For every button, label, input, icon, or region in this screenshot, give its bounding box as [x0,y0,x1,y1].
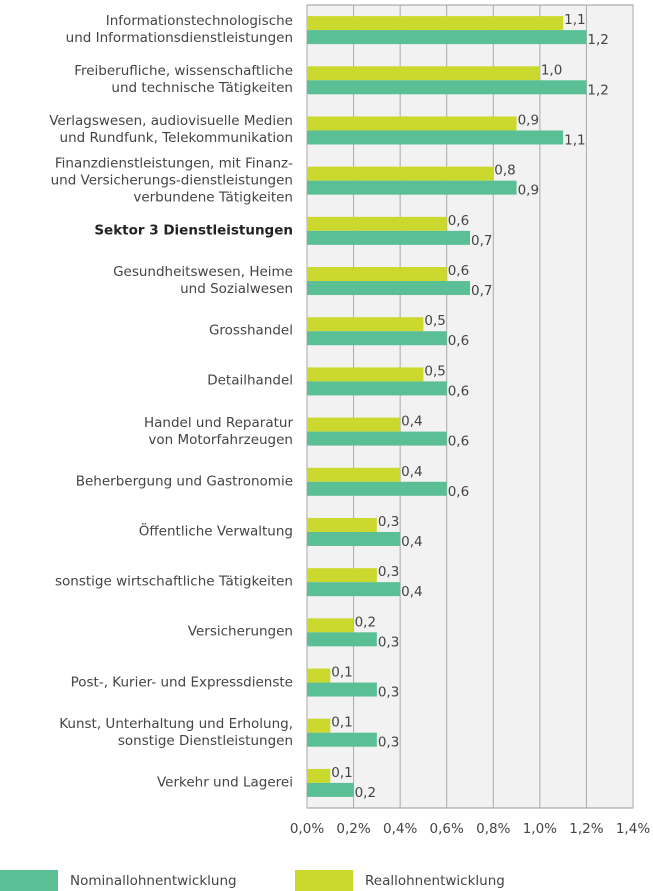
category-label: Kunst, Unterhaltung und Erholung, sonsti… [59,715,293,749]
category-label: Grosshandel [208,322,293,339]
bar [307,267,447,282]
x-tick-label: 1,0% [523,821,557,837]
bar [307,568,377,583]
category-label: Öffentliche Verwaltung [138,523,293,540]
legend-swatch [0,870,58,891]
bar [307,166,494,181]
value-label: 1,2 [587,82,608,98]
bar [307,381,447,396]
bar [307,180,517,195]
category-label: Freiberufliche, wissenschaftliche und te… [74,63,293,97]
category-label: Detailhandel [207,372,293,389]
legend-label: Reallohnentwicklung [365,873,505,889]
value-label: 0,6 [448,434,469,450]
x-tick-label: 0,4% [383,821,417,837]
bar [307,632,377,647]
value-label: 0,3 [378,735,399,751]
bar [307,367,424,382]
bar [307,281,470,296]
value-label: 0,1 [331,765,352,781]
x-tick-label: 1,2% [569,821,603,837]
bar [307,30,587,45]
value-label: 0,9 [518,183,539,199]
category-label: Finanzdienstleistungen, mit Finanz- und … [50,155,293,206]
bar [307,16,564,31]
category-label: Beherbergung und Gastronomie [75,473,293,490]
legend-swatch [295,870,353,891]
category-label: Sektor 3 Dienstleistungen [94,222,293,239]
bar [307,517,377,532]
value-label: 0,2 [355,785,376,801]
bar [307,682,377,697]
value-label: 0,6 [448,484,469,500]
value-label: 0,3 [378,685,399,701]
value-label: 0,4 [401,464,422,480]
value-label: 1,2 [587,32,608,48]
value-label: 0,6 [448,383,469,399]
bar [307,331,447,346]
category-label: Post-, Kurier- und Expressdienste [70,674,293,691]
bar [307,531,401,546]
bar [307,431,447,446]
bar [307,66,540,81]
x-tick-label: 1,4% [616,821,650,837]
category-label: Versicherungen [187,623,293,640]
value-label: 1,1 [564,132,585,148]
category-label: Gesundheitswesen, Heime und Sozialwesen [113,264,293,298]
bar [307,467,401,482]
bar [307,582,401,597]
value-label: 0,9 [518,112,539,128]
value-label: 0,5 [424,363,445,379]
value-label: 1,1 [564,12,585,28]
bar [307,130,564,145]
category-label: Verkehr und Lagerei [156,774,293,791]
bar [307,417,401,432]
value-label: 0,6 [448,333,469,349]
value-label: 0,1 [331,715,352,731]
bar [307,782,354,797]
value-label: 0,1 [331,665,352,681]
value-label: 0,4 [401,534,422,550]
bar [307,116,517,131]
bar [307,317,424,332]
value-label: 0,6 [448,213,469,229]
bar [307,481,447,496]
value-label: 0,8 [494,163,515,179]
x-tick-label: 0,2% [336,821,370,837]
value-label: 0,7 [471,233,492,249]
value-label: 0,4 [401,584,422,600]
value-label: 0,3 [378,564,399,580]
value-label: 0,6 [448,263,469,279]
legend-label: Nominallohnentwicklung [70,873,237,889]
value-label: 0,3 [378,514,399,530]
bar [307,80,587,95]
category-label: Informationstechnologische und Informati… [65,13,293,47]
x-tick-label: 0,6% [430,821,464,837]
bar [307,668,331,683]
value-label: 0,4 [401,414,422,430]
value-label: 0,3 [378,634,399,650]
category-label: Verlagswesen, audiovisuelle Medien und R… [49,113,293,147]
bar [307,618,354,633]
category-label: Handel und Reparatur von Motorfahrzeugen [143,414,293,448]
bar [307,216,447,231]
bar [307,718,331,733]
value-label: 0,2 [355,614,376,630]
category-label: sonstige wirtschaftliche Tätigkeiten [54,573,293,590]
x-tick-label: 0,8% [476,821,510,837]
x-tick-label: 0,0% [290,821,324,837]
bar [307,732,377,747]
bar [307,768,331,783]
value-label: 1,0 [541,62,562,78]
value-label: 0,7 [471,283,492,299]
bar [307,230,470,245]
value-label: 0,5 [424,313,445,329]
